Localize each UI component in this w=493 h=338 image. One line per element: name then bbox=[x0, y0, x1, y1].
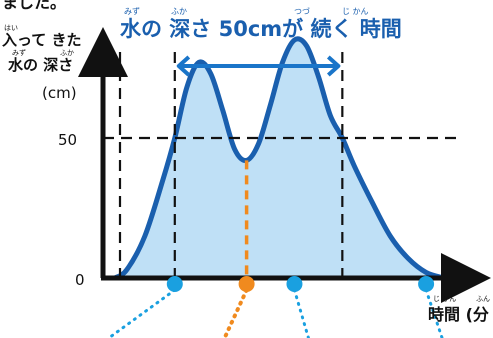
ylabel-ruby-fuka: ふか bbox=[60, 49, 74, 57]
title-ruby-jikan: じ かん bbox=[342, 7, 369, 16]
x-axis-label-group: じ かん ふん 時間 (分 bbox=[428, 295, 490, 324]
area-fill bbox=[114, 38, 445, 278]
dotted-leader-3 bbox=[424, 288, 444, 338]
marker-1 bbox=[238, 276, 255, 292]
depth-curve bbox=[112, 36, 447, 281]
dotted-leader-1 bbox=[222, 288, 249, 338]
ylabel-line-2: 水の 深さ bbox=[8, 56, 73, 74]
xlabel-ruby-fun: ふん bbox=[476, 295, 490, 303]
y-tick-label-0: 0 bbox=[75, 271, 85, 289]
ylabel-line-1: 入って きた bbox=[2, 31, 81, 49]
title-ruby-mizu: みず bbox=[124, 6, 140, 16]
ylabel-ruby-hai: はい bbox=[4, 24, 18, 32]
area-layer bbox=[112, 36, 447, 281]
chart-title: 水の 深さ 50cmが 続く 時間 bbox=[120, 17, 402, 41]
marker-0 bbox=[166, 276, 183, 292]
dashed-guides bbox=[103, 52, 462, 278]
ylabel-ruby-mizu: みず bbox=[12, 48, 26, 57]
y-tick-label-50: 50 bbox=[58, 131, 77, 149]
dotted-leader-2 bbox=[292, 288, 310, 338]
xlabel-ruby-jikan: じ かん bbox=[433, 295, 456, 303]
marker-3 bbox=[418, 276, 435, 292]
markers-layer bbox=[107, 276, 444, 338]
y-axis-label-group: はい 入って きた みず ふか 水の 深さ (cm) bbox=[2, 24, 81, 102]
marker-2 bbox=[286, 276, 303, 292]
chart-title-group: みず ふか つづ じ かん 水の 深さ 50cmが 続く 時間 bbox=[120, 6, 402, 41]
span-arrow-right-head bbox=[326, 55, 341, 77]
span-arrow-left-head bbox=[176, 55, 191, 77]
ylabel-unit: (cm) bbox=[42, 84, 77, 102]
title-ruby-tsuzu: つづ bbox=[294, 7, 310, 16]
top-partial-text: ました。 bbox=[2, 0, 66, 12]
span-arrow-group bbox=[176, 55, 341, 77]
x-axis-label: 時間 (分 bbox=[428, 305, 489, 324]
dotted-leader-0 bbox=[107, 288, 177, 338]
title-ruby-fuka: ふか bbox=[171, 7, 187, 16]
